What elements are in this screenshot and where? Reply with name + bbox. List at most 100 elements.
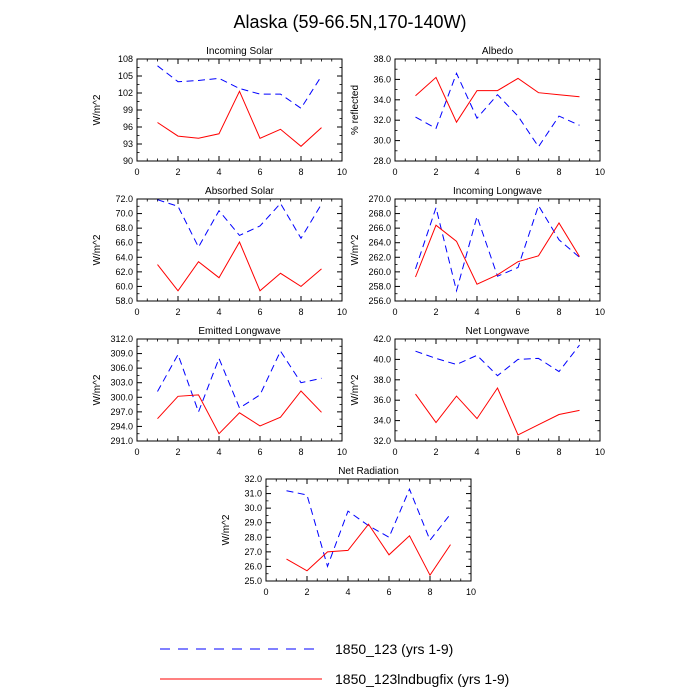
y-tick-label: 258.0: [368, 281, 391, 291]
x-tick-label: 10: [337, 167, 347, 177]
legend-label: 1850_123 (yrs 1-9): [335, 641, 453, 657]
x-tick-label: 0: [392, 447, 397, 457]
panel-emitted-longwave: Emitted Longwave W/m^2 0 2 4 6 8 10 291.0 294.0 29…: [92, 326, 347, 457]
y-tick-label: 32.0: [373, 115, 391, 125]
x-tick-label: 8: [298, 167, 303, 177]
series-line-control: [157, 350, 322, 414]
y-tick-label: 297.0: [110, 407, 133, 417]
y-tick-label: 60.0: [115, 281, 133, 291]
y-tick-label: 26.0: [244, 561, 262, 571]
x-tick-label: 4: [216, 307, 221, 317]
series-line-control: [415, 204, 580, 293]
y-tick-label: 30.0: [373, 136, 391, 146]
y-axis-label: W/m^2: [221, 514, 232, 545]
legend-label: 1850_123lndbugfix (yrs 1-9): [335, 671, 509, 687]
y-tick-label: 93: [123, 139, 133, 149]
panel-net-longwave: Net Longwave W/m^2 0 2 4 6 8 10 32.0 34.0 36.0 38.0…: [350, 326, 605, 457]
y-axis-label: W/m^2: [92, 94, 103, 125]
panel-title: Incoming Longwave: [453, 186, 542, 197]
y-tick-label: 40.0: [373, 354, 391, 364]
y-tick-label: 96: [123, 122, 133, 132]
y-axis-label: W/m^2: [92, 234, 103, 265]
series-line-lndbugfix: [157, 390, 322, 435]
y-tick-label: 32.0: [373, 436, 391, 446]
x-tick-label: 6: [515, 167, 520, 177]
x-tick-label: 8: [556, 307, 561, 317]
plot-frame: [394, 58, 601, 162]
x-tick-label: 2: [175, 307, 180, 317]
y-tick-label: 70.0: [115, 209, 133, 219]
x-tick-label: 4: [345, 587, 350, 597]
y-tick-label: 90: [123, 156, 133, 166]
series-line-control: [415, 344, 580, 377]
y-tick-label: 266.0: [368, 223, 391, 233]
y-tick-label: 312.0: [110, 334, 133, 344]
y-tick-label: 29.0: [244, 518, 262, 528]
y-axis-label: W/m^2: [350, 234, 361, 265]
y-tick-label: 31.0: [244, 489, 262, 499]
y-tick-label: 66.0: [115, 238, 133, 248]
x-tick-label: 10: [337, 307, 347, 317]
x-tick-label: 2: [433, 167, 438, 177]
series-line-control: [286, 487, 451, 569]
y-tick-label: 108: [118, 54, 133, 64]
panel-title: Net Radiation: [338, 466, 399, 477]
x-tick-label: 10: [337, 447, 347, 457]
panel-incoming-solar: Incoming Solar W/m^2 0 2 4 6 8 10 90 93 96 99 102 105…: [92, 46, 347, 177]
panel-title: Emitted Longwave: [198, 326, 281, 337]
panel-title: Incoming Solar: [206, 46, 273, 57]
series-line-lndbugfix: [415, 222, 580, 285]
x-tick-label: 0: [392, 167, 397, 177]
y-tick-label: 294.0: [110, 421, 133, 431]
x-tick-label: 0: [134, 167, 139, 177]
x-tick-label: 2: [175, 447, 180, 457]
y-tick-label: 72.0: [115, 194, 133, 204]
y-tick-label: 303.0: [110, 378, 133, 388]
y-tick-label: 32.0: [244, 474, 262, 484]
y-axis-label: % reflected: [350, 85, 361, 135]
y-tick-label: 262.0: [368, 252, 391, 262]
y-tick-label: 306.0: [110, 363, 133, 373]
x-tick-label: 6: [257, 447, 262, 457]
x-tick-label: 6: [257, 167, 262, 177]
y-tick-label: 36.0: [373, 74, 391, 84]
x-tick-label: 6: [257, 307, 262, 317]
y-tick-label: 260.0: [368, 267, 391, 277]
panel-title: Absorbed Solar: [205, 186, 275, 197]
y-tick-label: 105: [118, 71, 133, 81]
x-tick-label: 6: [515, 307, 520, 317]
y-tick-label: 30.0: [244, 503, 262, 513]
x-tick-label: 4: [474, 307, 479, 317]
plot-frame: [136, 58, 343, 162]
y-axis-label: W/m^2: [92, 374, 103, 405]
y-tick-label: 38.0: [373, 375, 391, 385]
y-tick-label: 268.0: [368, 209, 391, 219]
y-tick-label: 28.0: [373, 156, 391, 166]
plot-frame: [136, 198, 343, 302]
figure-title: Alaska (59-66.5N,170-140W): [233, 12, 466, 32]
x-tick-label: 4: [216, 447, 221, 457]
y-tick-label: 102: [118, 88, 133, 98]
x-tick-label: 8: [427, 587, 432, 597]
y-tick-label: 309.0: [110, 349, 133, 359]
y-tick-label: 34.0: [373, 416, 391, 426]
x-tick-label: 4: [474, 167, 479, 177]
panel-absorbed-solar: Absorbed Solar W/m^2 0 2 4 6 8 10 58.0 60.0 62.0 64…: [92, 186, 347, 317]
y-tick-label: 34.0: [373, 95, 391, 105]
series-line-control: [415, 71, 580, 148]
series-line-control: [157, 199, 322, 249]
x-tick-label: 10: [595, 167, 605, 177]
x-tick-label: 0: [134, 447, 139, 457]
panel-incoming-longwave: Incoming Longwave W/m^2 0 2 4 6 8 10 256.0 258.0 2…: [350, 186, 605, 317]
series-line-lndbugfix: [286, 523, 451, 577]
x-tick-label: 2: [175, 167, 180, 177]
x-tick-label: 10: [595, 447, 605, 457]
plot-frame: [394, 198, 601, 302]
x-tick-label: 2: [304, 587, 309, 597]
y-tick-label: 36.0: [373, 395, 391, 405]
x-tick-label: 0: [263, 587, 268, 597]
y-tick-label: 68.0: [115, 223, 133, 233]
x-tick-label: 6: [515, 447, 520, 457]
y-tick-label: 99: [123, 105, 133, 115]
